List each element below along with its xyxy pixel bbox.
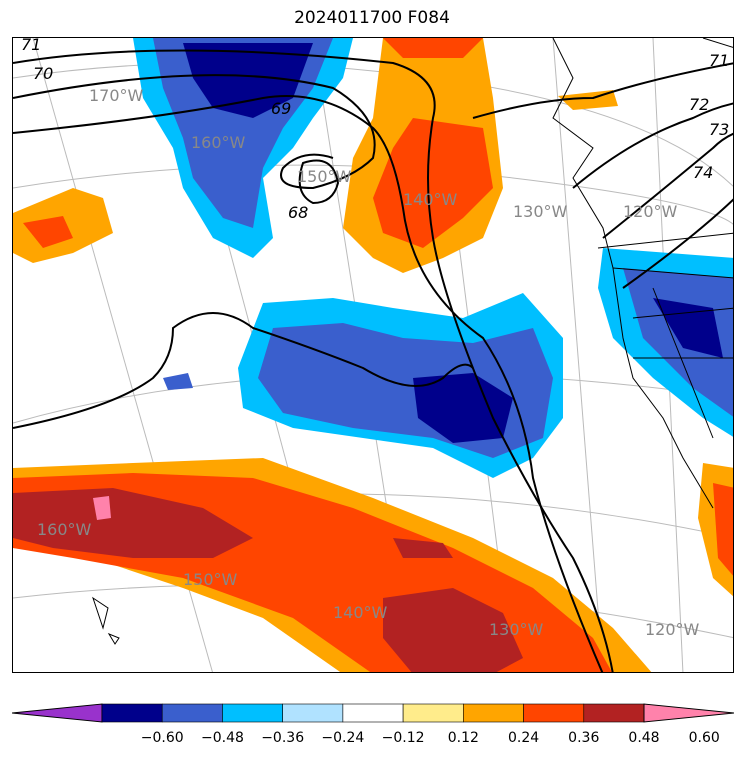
east-mid-blue-region [623,268,733,417]
west-red-patch [23,216,73,248]
colorbar-extend-max [643,703,734,723]
contour-labels: 71 70 69 68 71 72 73 74 [21,38,729,222]
map-panel: 71 70 69 68 71 72 73 74 170°W 160°W 150°… [12,37,734,673]
coastlines [92,38,733,645]
longitude-label: 130°W [513,202,568,221]
colorbar-segment [463,703,524,723]
longitude-label: 160°W [191,133,246,152]
east-dark-blue-region [653,298,723,358]
south-darkred-east [383,588,523,672]
colorbar-tick-label: −0.60 [140,730,184,746]
south-darkred-west [13,488,253,558]
map-title: 2024011700 F084 [294,8,450,28]
longitude-label: 140°W [333,603,388,622]
central-dark-blue-region [413,373,513,443]
colorbar-tick-label: 0.24 [507,730,540,746]
colorbar-tick-label: −0.24 [321,730,365,746]
contour-label: 71 [21,38,41,54]
colorbar-tick-label: −0.12 [381,730,425,746]
contour-label: 68 [288,203,308,222]
east-red-region [713,483,733,576]
longitude-label: 150°W [183,570,238,589]
longitude-label: 120°W [645,620,700,639]
colorbar-tick-label: −0.36 [261,730,305,746]
contour-label: 69 [271,99,291,118]
longitude-label: 150°W [297,167,352,186]
north-top-red [383,38,483,58]
north-dark-blue-region [183,43,313,118]
colorbar-tick-label: 0.36 [568,730,600,746]
longitude-label: 120°W [623,202,678,221]
north-red-region [373,118,493,248]
colorbar-segment [161,703,223,723]
colorbar-segment [583,703,645,723]
colorbar-segment [523,703,585,723]
contour-label: 71 [709,51,729,70]
colorbar-tick-label: 0.12 [447,730,479,746]
south-darkred-mid [393,538,453,558]
colorbar-segment [402,703,464,723]
small-blue-patch [163,373,193,390]
colorbar-tick-label: −0.48 [200,730,244,746]
height-contours [13,49,733,672]
contour-label: 74 [693,163,713,182]
contour-label: 73 [709,120,729,139]
longitude-label: 160°W [37,520,92,539]
colorbar-tick-label: 0.60 [688,730,720,746]
longitude-label: 170°W [89,86,144,105]
colorbar-segment [101,703,163,723]
longitude-label: 130°W [489,620,544,639]
colorbar-tick-label: 0.48 [628,730,660,746]
colorbar-segment [222,703,283,723]
negative-anomaly-regions [133,38,733,478]
pink-spot [93,496,111,520]
colorbar [12,703,734,723]
longitude-label: 140°W [403,190,458,209]
colorbar-segment [282,703,344,723]
colorbar-extend-min [12,703,103,723]
contour-label: 70 [33,64,53,83]
longitude-labels: 170°W 160°W 150°W 140°W 130°W 120°W 160°… [37,86,700,639]
map-canvas: 71 70 69 68 71 72 73 74 170°W 160°W 150°… [13,38,733,672]
contour-label: 72 [689,95,709,114]
positive-anomaly-regions [13,38,733,672]
colorbar-segment [342,703,404,723]
